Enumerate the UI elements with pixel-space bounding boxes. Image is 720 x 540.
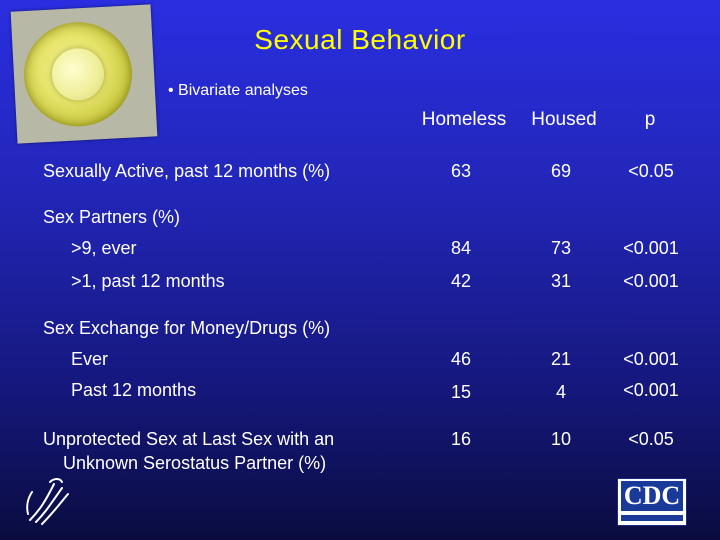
slide-title: Sexual Behavior bbox=[254, 24, 466, 55]
row-label-unprotected-line1: Unprotected Sex at Last Sex with an bbox=[43, 429, 335, 449]
cell-p: <0.001 bbox=[623, 349, 679, 369]
column-header-homeless: Homeless bbox=[421, 109, 507, 130]
cell-housed: 10 bbox=[550, 429, 572, 449]
cell-homeless: 84 bbox=[450, 238, 472, 258]
cell-p: <0.05 bbox=[628, 429, 674, 449]
cell-p: <0.001 bbox=[623, 380, 679, 400]
cell-homeless: 46 bbox=[450, 349, 472, 369]
row-label-partners-1-past-12: >1, past 12 months bbox=[71, 271, 225, 291]
row-group-sex-exchange: Sex Exchange for Money/Drugs (%) bbox=[43, 318, 331, 338]
cdc-logo: CDC bbox=[617, 478, 687, 526]
cell-homeless: 42 bbox=[450, 271, 472, 291]
slide-subtitle: • Bivariate analyses bbox=[168, 82, 308, 99]
cell-p: <0.001 bbox=[623, 238, 679, 258]
cell-homeless: 15 bbox=[450, 382, 472, 402]
cdc-logo-text: CDC bbox=[621, 481, 683, 511]
row-label-exchange-past-12: Past 12 months bbox=[71, 380, 197, 400]
cdc-logo-bar bbox=[621, 515, 683, 521]
cell-p: <0.001 bbox=[623, 271, 679, 291]
cell-homeless: 63 bbox=[450, 161, 472, 181]
column-header-housed: Housed bbox=[531, 109, 597, 130]
row-label-sexually-active: Sexually Active, past 12 months (%) bbox=[43, 161, 331, 181]
cell-housed: 4 bbox=[555, 382, 566, 402]
row-label-partners-9-ever: >9, ever bbox=[71, 238, 137, 258]
cell-housed: 69 bbox=[550, 161, 572, 181]
cell-housed: 31 bbox=[550, 271, 572, 291]
cell-p: <0.05 bbox=[628, 161, 674, 181]
cell-homeless: 16 bbox=[450, 429, 472, 449]
cell-housed: 21 bbox=[550, 349, 572, 369]
row-label-exchange-ever: Ever bbox=[71, 349, 109, 369]
row-label-unprotected-line2: Unknown Serostatus Partner (%) bbox=[63, 453, 327, 473]
cell-housed: 73 bbox=[550, 238, 572, 258]
hhs-eagle-logo bbox=[26, 478, 69, 525]
column-header-p: p bbox=[644, 109, 656, 130]
row-group-sex-partners: Sex Partners (%) bbox=[43, 207, 181, 227]
